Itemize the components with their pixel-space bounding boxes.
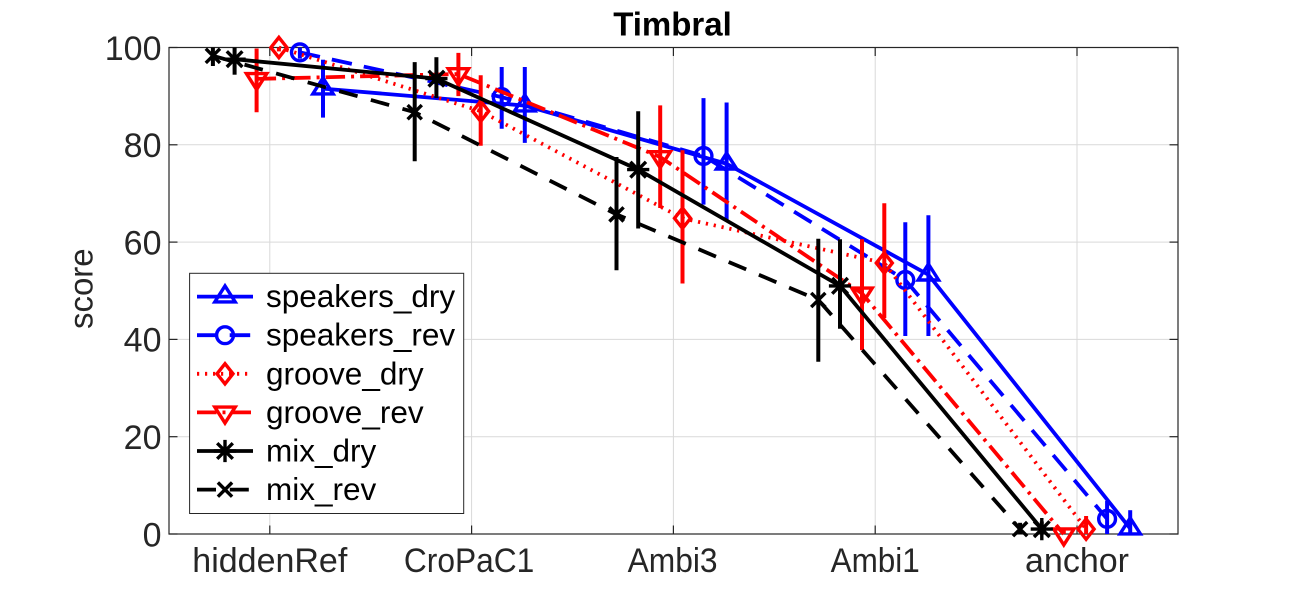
- svg-text:hiddenRef: hiddenRef: [192, 542, 348, 580]
- svg-text:0: 0: [143, 516, 162, 554]
- svg-text:anchor: anchor: [1025, 542, 1129, 580]
- svg-text:40: 40: [124, 322, 162, 360]
- svg-text:mix_dry: mix_dry: [266, 433, 377, 469]
- svg-text:CroPaC1: CroPaC1: [404, 542, 534, 580]
- svg-text:Ambi3: Ambi3: [628, 542, 718, 580]
- svg-text:20: 20: [124, 419, 162, 457]
- svg-text:groove_rev: groove_rev: [266, 394, 424, 430]
- svg-text:groove_dry: groove_dry: [266, 355, 424, 391]
- svg-text:speakers_rev: speakers_rev: [266, 317, 455, 353]
- svg-text:speakers_dry: speakers_dry: [266, 278, 455, 314]
- svg-text:mix_rev: mix_rev: [266, 471, 377, 507]
- svg-text:100: 100: [105, 30, 162, 68]
- svg-text:60: 60: [124, 224, 162, 262]
- svg-text:Timbral: Timbral: [613, 6, 732, 43]
- svg-text:score: score: [63, 248, 100, 329]
- svg-text:Ambi1: Ambi1: [831, 542, 920, 580]
- svg-text:80: 80: [124, 127, 162, 165]
